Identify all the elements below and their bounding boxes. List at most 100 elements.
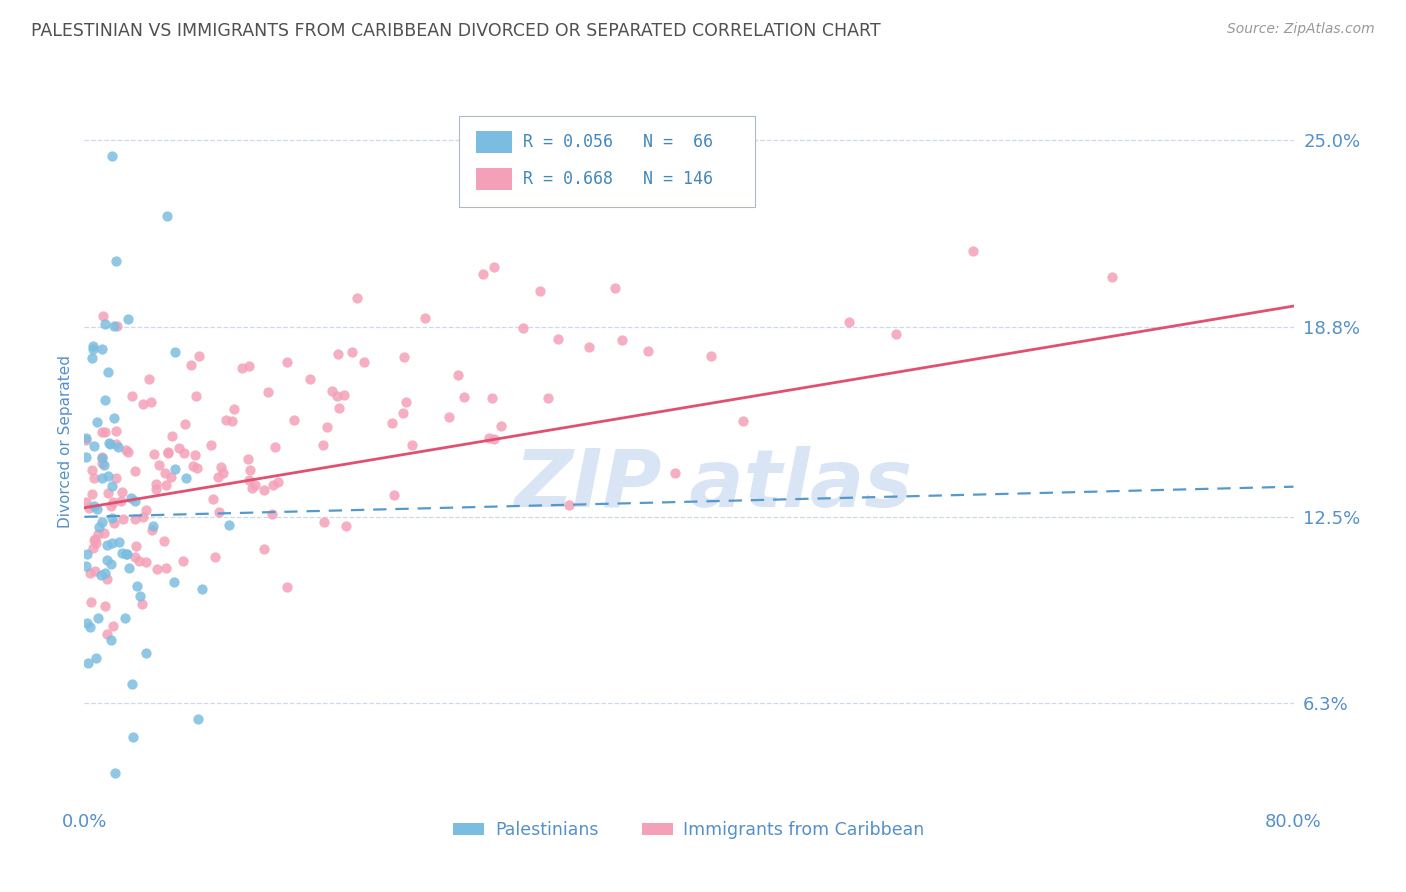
Point: [118, 561, 141, 575]
Point: [187, 712, 209, 726]
Point: [340, 344, 363, 359]
Point: [75, 495, 97, 509]
Point: [91, 450, 114, 465]
Point: [326, 389, 349, 403]
Point: [263, 440, 285, 454]
Point: [157, 445, 180, 459]
Point: [105, 471, 128, 485]
Point: [100, 633, 122, 648]
Point: [101, 510, 124, 524]
Point: [115, 442, 138, 457]
Point: [381, 416, 404, 430]
Point: [188, 349, 211, 363]
Point: [156, 446, 179, 460]
Point: [101, 535, 124, 549]
Point: [262, 477, 284, 491]
Point: [163, 462, 186, 476]
Point: [75, 431, 97, 445]
Point: [215, 413, 238, 427]
Point: [212, 466, 235, 480]
Point: [238, 473, 260, 487]
Point: [578, 340, 600, 354]
Point: [135, 646, 157, 660]
Point: [96, 552, 118, 566]
Point: [392, 351, 415, 365]
Point: [299, 372, 322, 386]
Point: [104, 436, 127, 450]
Point: [131, 597, 153, 611]
Point: [93, 425, 115, 440]
Point: [103, 410, 125, 425]
Point: [76, 547, 98, 561]
Point: [155, 561, 177, 575]
Point: [447, 368, 470, 382]
Point: [114, 611, 136, 625]
Point: [108, 534, 131, 549]
Point: [700, 349, 723, 363]
Point: [97, 468, 120, 483]
Point: [489, 419, 512, 434]
Point: [94, 599, 117, 614]
Point: [122, 730, 145, 744]
Point: [96, 538, 118, 552]
Point: [83, 471, 105, 485]
Point: [93, 392, 115, 407]
Point: [110, 494, 132, 508]
Point: [276, 354, 298, 368]
Point: [482, 260, 505, 274]
Point: [100, 557, 122, 571]
Point: [87, 611, 110, 625]
Point: [221, 414, 243, 428]
Point: [104, 765, 127, 780]
Point: [96, 626, 118, 640]
Point: [83, 439, 105, 453]
Point: [83, 500, 105, 514]
FancyBboxPatch shape: [460, 117, 755, 207]
Point: [139, 394, 162, 409]
Point: [208, 504, 231, 518]
Point: [103, 516, 125, 531]
Point: [77, 656, 100, 670]
Point: [346, 291, 368, 305]
Point: [83, 533, 105, 547]
Point: [117, 445, 139, 459]
Point: [231, 361, 253, 376]
Point: [91, 310, 114, 324]
Point: [101, 479, 124, 493]
Point: [152, 533, 174, 548]
Point: [135, 503, 157, 517]
FancyBboxPatch shape: [477, 169, 512, 190]
Point: [76, 616, 98, 631]
Point: [87, 520, 110, 534]
Point: [142, 519, 165, 533]
Point: [207, 470, 229, 484]
Point: [79, 620, 101, 634]
Point: [105, 319, 128, 334]
Point: [100, 500, 122, 514]
Point: [731, 414, 754, 428]
Point: [664, 467, 686, 481]
Point: [86, 415, 108, 429]
Point: [257, 385, 280, 400]
Point: [94, 566, 117, 580]
Point: [101, 495, 124, 509]
Point: [260, 507, 283, 521]
Point: [128, 554, 150, 568]
Point: [333, 388, 356, 402]
Point: [107, 440, 129, 454]
Point: [135, 555, 157, 569]
Point: [132, 509, 155, 524]
Point: [186, 461, 208, 475]
Point: [138, 371, 160, 385]
Point: [173, 446, 195, 460]
Point: [437, 409, 460, 424]
Point: [283, 413, 305, 427]
Legend: Palestinians, Immigrants from Caribbean: Palestinians, Immigrants from Caribbean: [446, 814, 932, 847]
Point: [315, 420, 337, 434]
Text: Source: ZipAtlas.com: Source: ZipAtlas.com: [1227, 22, 1375, 37]
Point: [253, 483, 276, 497]
Point: [353, 354, 375, 368]
Point: [145, 562, 167, 576]
Point: [312, 437, 335, 451]
Point: [101, 619, 124, 633]
